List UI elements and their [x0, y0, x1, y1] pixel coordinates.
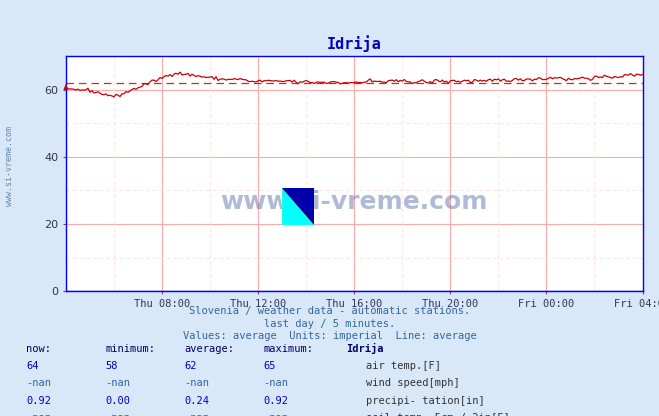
Text: minimum:: minimum:: [105, 344, 156, 354]
Text: 58: 58: [105, 361, 118, 371]
Text: 62: 62: [185, 361, 197, 371]
Text: www.si-vreme.com: www.si-vreme.com: [5, 126, 14, 206]
Text: 0.24: 0.24: [185, 396, 210, 406]
FancyBboxPatch shape: [282, 188, 314, 225]
Text: Idrija: Idrija: [346, 342, 384, 354]
Text: www.si-vreme.com: www.si-vreme.com: [221, 190, 488, 214]
Text: 0.00: 0.00: [105, 396, 130, 406]
Text: Slovenia / weather data - automatic stations.: Slovenia / weather data - automatic stat…: [189, 306, 470, 316]
Text: 64: 64: [26, 361, 39, 371]
Text: 65: 65: [264, 361, 276, 371]
Text: last day / 5 minutes.: last day / 5 minutes.: [264, 319, 395, 329]
Text: -nan: -nan: [105, 414, 130, 416]
Text: -nan: -nan: [105, 379, 130, 389]
Text: -nan: -nan: [26, 414, 51, 416]
Text: -nan: -nan: [185, 379, 210, 389]
Text: precipi- tation[in]: precipi- tation[in]: [366, 396, 484, 406]
Text: 0.92: 0.92: [264, 396, 289, 406]
Text: 0.92: 0.92: [26, 396, 51, 406]
Text: -nan: -nan: [264, 414, 289, 416]
Text: now:: now:: [26, 344, 51, 354]
Text: average:: average:: [185, 344, 235, 354]
Polygon shape: [282, 188, 314, 225]
Text: maximum:: maximum:: [264, 344, 314, 354]
Text: -nan: -nan: [185, 414, 210, 416]
Text: -nan: -nan: [26, 379, 51, 389]
Text: air temp.[F]: air temp.[F]: [366, 361, 441, 371]
Text: wind speed[mph]: wind speed[mph]: [366, 379, 459, 389]
Text: -nan: -nan: [264, 379, 289, 389]
Text: soil temp. 5cm / 2in[F]: soil temp. 5cm / 2in[F]: [366, 414, 509, 416]
Text: Values: average  Units: imperial  Line: average: Values: average Units: imperial Line: av…: [183, 331, 476, 341]
Title: Idrija: Idrija: [327, 35, 382, 52]
Polygon shape: [282, 188, 314, 225]
